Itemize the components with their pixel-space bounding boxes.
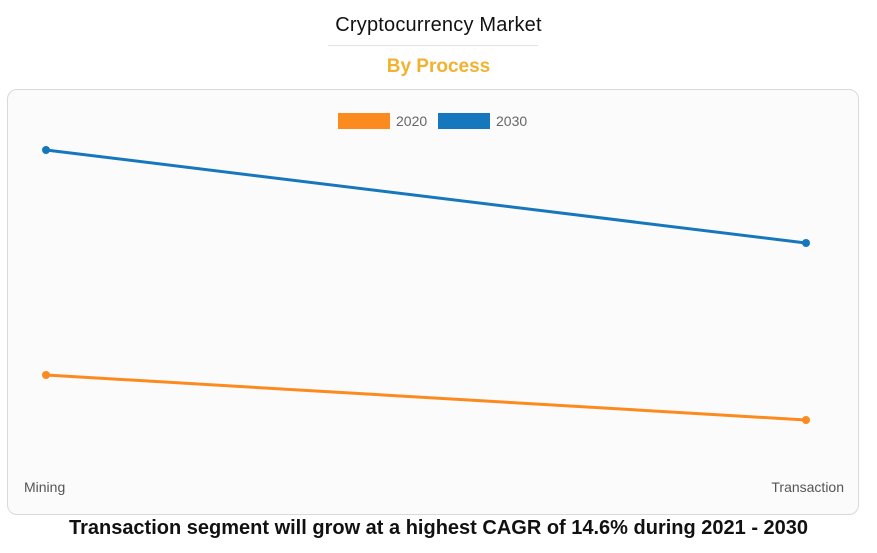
data-point-2020-mining[interactable] <box>42 371 50 379</box>
chart-subtitle: By Process <box>386 56 491 77</box>
title-divider <box>328 45 538 46</box>
series-points <box>42 146 810 424</box>
series-line-2030 <box>45 148 807 245</box>
x-axis: Mining Transaction <box>24 479 844 495</box>
x-tick-label-mining: Mining <box>24 479 65 495</box>
legend-swatch-2020[interactable] <box>338 113 390 129</box>
data-point-2030-transaction[interactable] <box>802 239 810 247</box>
legend-label-2030[interactable]: 2030 <box>496 113 527 129</box>
legend: 2020 2030 <box>338 113 527 129</box>
chart-caption: Transaction segment will grow at a highe… <box>68 517 809 539</box>
data-point-2030-mining[interactable] <box>42 146 50 154</box>
legend-label-2020[interactable]: 2020 <box>396 113 427 129</box>
series-lines <box>45 148 807 422</box>
x-tick-label-transaction: Transaction <box>771 479 844 495</box>
legend-swatch-2030[interactable] <box>438 113 490 129</box>
series-line-2020 <box>45 373 807 422</box>
data-point-2020-transaction[interactable] <box>802 416 810 424</box>
chart-title: Cryptocurrency Market <box>335 14 542 36</box>
chart-panel <box>7 89 859 515</box>
